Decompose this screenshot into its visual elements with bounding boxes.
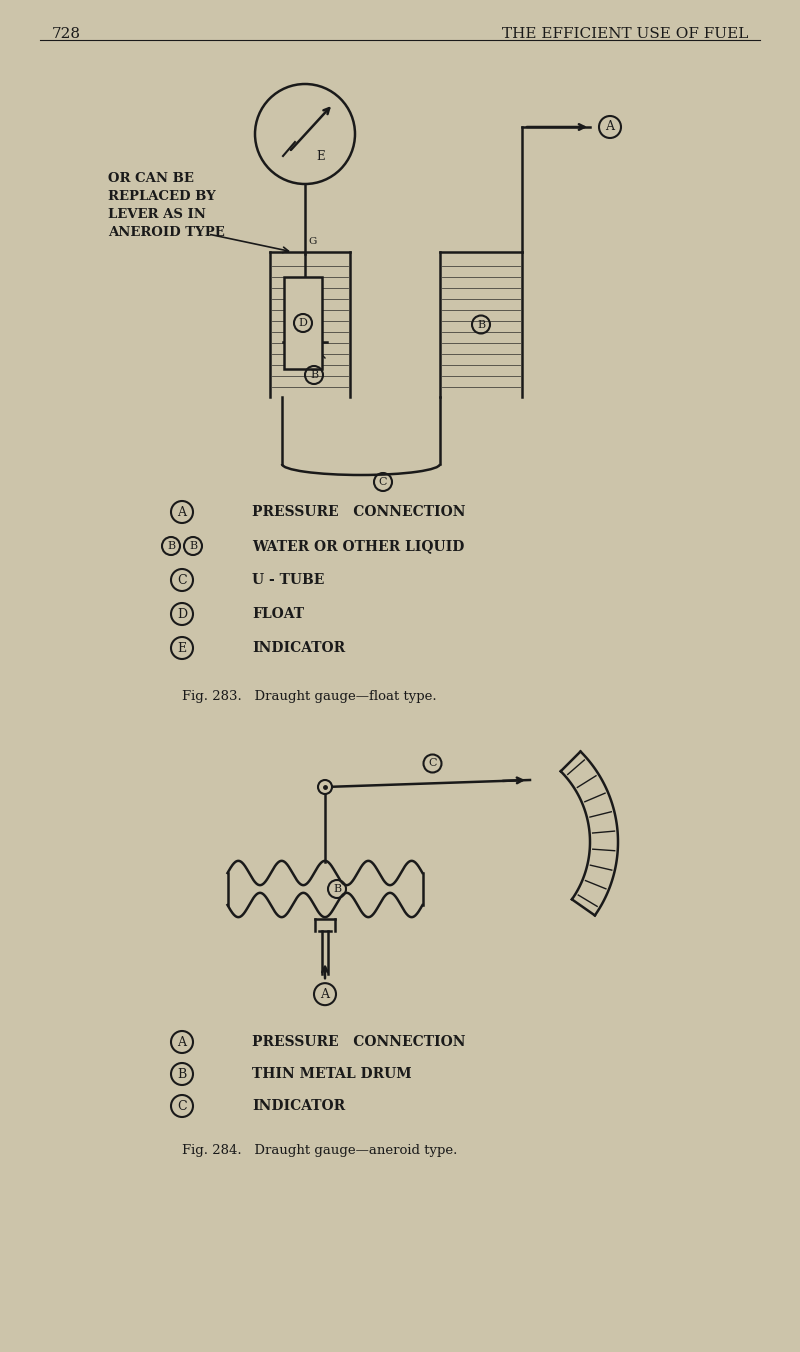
Text: D: D xyxy=(177,607,187,621)
Text: OR CAN BE
REPLACED BY
LEVER AS IN
ANEROID TYPE: OR CAN BE REPLACED BY LEVER AS IN ANEROI… xyxy=(108,172,225,239)
Circle shape xyxy=(318,780,332,794)
Text: E: E xyxy=(178,641,186,654)
Text: Fig. 283.   Draught gauge—float type.: Fig. 283. Draught gauge—float type. xyxy=(182,690,437,703)
Text: PRESSURE   CONNECTION: PRESSURE CONNECTION xyxy=(252,1036,466,1049)
Text: C: C xyxy=(177,573,187,587)
Text: G: G xyxy=(309,237,317,246)
Text: THE EFFICIENT USE OF FUEL: THE EFFICIENT USE OF FUEL xyxy=(502,27,748,41)
Text: B: B xyxy=(477,319,485,330)
Text: B: B xyxy=(178,1068,186,1080)
Text: INDICATOR: INDICATOR xyxy=(252,641,345,654)
Text: C: C xyxy=(177,1099,187,1113)
Text: C: C xyxy=(378,477,387,487)
Text: A: A xyxy=(321,988,330,1000)
Text: A: A xyxy=(178,1036,186,1049)
Text: WATER OR OTHER LIQUID: WATER OR OTHER LIQUID xyxy=(252,539,464,553)
Text: INDICATOR: INDICATOR xyxy=(252,1099,345,1113)
Text: B: B xyxy=(310,370,318,380)
Text: 728: 728 xyxy=(52,27,81,41)
Text: E: E xyxy=(317,150,326,162)
Circle shape xyxy=(255,84,355,184)
Text: FLOAT: FLOAT xyxy=(252,607,304,621)
Text: D: D xyxy=(298,318,307,329)
Bar xyxy=(284,277,322,369)
Text: THIN METAL DRUM: THIN METAL DRUM xyxy=(252,1067,412,1082)
Text: C: C xyxy=(428,758,437,768)
Text: A: A xyxy=(606,120,614,134)
Text: PRESSURE   CONNECTION: PRESSURE CONNECTION xyxy=(252,506,466,519)
Text: B: B xyxy=(189,541,197,552)
Text: U - TUBE: U - TUBE xyxy=(252,573,324,587)
Text: B: B xyxy=(333,884,341,894)
Text: B: B xyxy=(167,541,175,552)
Text: A: A xyxy=(178,506,186,519)
Text: Fig. 284.   Draught gauge—aneroid type.: Fig. 284. Draught gauge—aneroid type. xyxy=(182,1144,458,1157)
